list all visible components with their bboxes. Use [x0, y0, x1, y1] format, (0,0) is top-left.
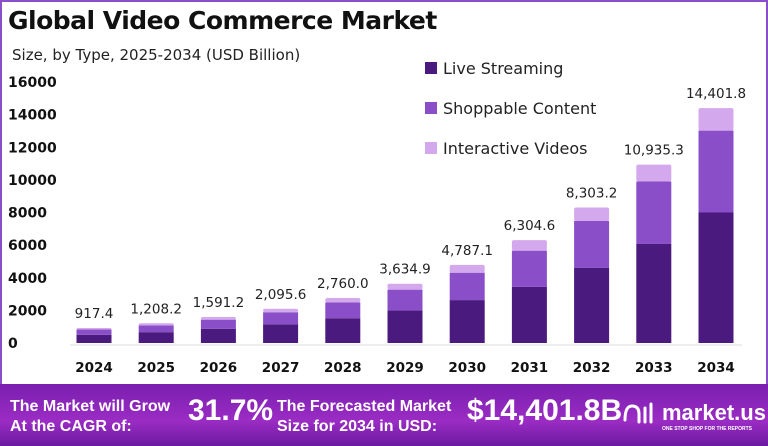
legend-swatch: [425, 62, 437, 74]
bar-segment-live-streaming: [138, 332, 174, 343]
bar-segment-interactive-videos: [200, 317, 236, 320]
legend: Live Streaming Shoppable Content Interac…: [425, 48, 596, 168]
y-tick-label: 4000: [8, 271, 47, 287]
legend-label: Live Streaming: [443, 58, 564, 78]
bar-segment-shoppable-content: [263, 312, 299, 325]
bar-segment-live-streaming: [636, 243, 672, 343]
brand-name: market.us: [662, 400, 766, 425]
x-tick-label: 2032: [573, 360, 611, 376]
chart-title: Global Video Commerce Market: [8, 6, 437, 35]
bar-segment-live-streaming: [325, 318, 361, 343]
legend-label: Interactive Videos: [443, 138, 588, 158]
forecast-value: $14,401.8B: [467, 394, 623, 427]
data-label: 917.4: [75, 306, 114, 322]
data-label: 8,303.2: [566, 186, 618, 202]
cagr-value: 31.7%: [188, 394, 274, 427]
data-label: 2,760.0: [317, 276, 369, 292]
data-label: 14,401.8: [686, 86, 746, 102]
x-tick-label: 2025: [137, 360, 175, 376]
brand-logo: market.us ONE STOP SHOP FOR THE REPORTS: [622, 400, 766, 432]
data-label: 4,787.1: [441, 243, 493, 259]
footer-banner: The Market will Grow At the CAGR of: 31.7…: [0, 384, 768, 446]
bar-segment-shoppable-content: [138, 325, 174, 333]
bar-segment-interactive-videos: [325, 297, 361, 303]
x-tick-label: 2033: [635, 360, 673, 376]
brand-tagline: ONE STOP SHOP FOR THE REPORTS: [662, 426, 753, 432]
x-tick-label: 2031: [511, 360, 549, 376]
bar-segment-live-streaming: [76, 334, 112, 343]
legend-swatch: [425, 142, 437, 154]
data-label: 6,304.6: [504, 218, 556, 234]
bar-segment-live-streaming: [387, 310, 423, 343]
bar-segment-shoppable-content: [449, 272, 485, 301]
bar-segment-shoppable-content: [76, 329, 112, 335]
x-tick-label: 2024: [75, 360, 113, 376]
bar-segment-interactive-videos: [76, 328, 112, 330]
bar-segment-interactive-videos: [387, 283, 423, 290]
bar-segment-interactive-videos: [574, 207, 610, 221]
legend-item-shoppable-content: Shoppable Content: [425, 88, 596, 128]
legend-item-live-streaming: Live Streaming: [425, 48, 596, 88]
bar-segment-interactive-videos: [138, 323, 174, 326]
bar-segment-interactive-videos: [263, 308, 299, 313]
brand-logo-icon: [623, 402, 653, 424]
x-tick-label: 2030: [448, 360, 486, 376]
legend-label: Shoppable Content: [443, 98, 597, 118]
data-label: 10,935.3: [624, 143, 684, 159]
y-tick-label: 6000: [8, 238, 47, 254]
bar-segment-interactive-videos: [636, 164, 672, 182]
bar-segment-shoppable-content: [698, 130, 734, 213]
bar-segment-live-streaming: [263, 324, 299, 343]
cagr-label: The Market will Grow At the CAGR of:: [10, 398, 171, 435]
y-tick-label: 10000: [8, 173, 57, 189]
bar-segment-interactive-videos: [511, 240, 547, 251]
data-label: 1,208.2: [130, 301, 182, 317]
bar-segment-shoppable-content: [200, 319, 236, 329]
bar-segment-shoppable-content: [325, 302, 361, 319]
bar-segment-live-streaming: [200, 328, 236, 343]
chart-subtitle: Size, by Type, 2025-2034 (USD Billion): [12, 46, 301, 64]
bar-segment-interactive-videos: [698, 108, 734, 131]
data-label: 2,095.6: [255, 287, 307, 303]
bar-segment-live-streaming: [698, 212, 734, 343]
y-tick-label: 8000: [8, 206, 47, 222]
bar-segment-live-streaming: [511, 286, 547, 343]
forecast-label: The Forecasted Market Size for 2034 in US…: [277, 398, 452, 435]
x-tick-label: 2026: [200, 360, 238, 376]
y-tick-label: 0: [8, 336, 18, 352]
legend-item-interactive-videos: Interactive Videos: [425, 128, 596, 168]
bar-segment-shoppable-content: [387, 289, 423, 311]
bar-segment-shoppable-content: [636, 181, 672, 244]
chart-frame: [0, 0, 768, 386]
y-tick-label: 2000: [8, 303, 47, 319]
bar-segment-shoppable-content: [511, 250, 547, 287]
y-tick-label: 16000: [8, 75, 57, 91]
y-tick-label: 12000: [8, 140, 57, 156]
bar-chart: 0 2000 4000 6000 8000 10000 12000 14000 16000 917…: [8, 75, 746, 376]
bar-segment-live-streaming: [574, 267, 610, 343]
legend-swatch: [425, 102, 437, 114]
data-label: 3,634.9: [379, 262, 431, 278]
bar-segment-shoppable-content: [574, 220, 610, 268]
bar-segment-live-streaming: [449, 300, 485, 343]
y-tick-label: 14000: [8, 108, 57, 124]
data-label: 1,591.2: [193, 295, 245, 311]
bar-segment-interactive-videos: [449, 264, 485, 273]
x-tick-label: 2028: [324, 360, 362, 376]
x-tick-label: 2029: [386, 360, 424, 376]
x-tick-label: 2027: [262, 360, 300, 376]
x-tick-label: 2034: [697, 360, 735, 376]
